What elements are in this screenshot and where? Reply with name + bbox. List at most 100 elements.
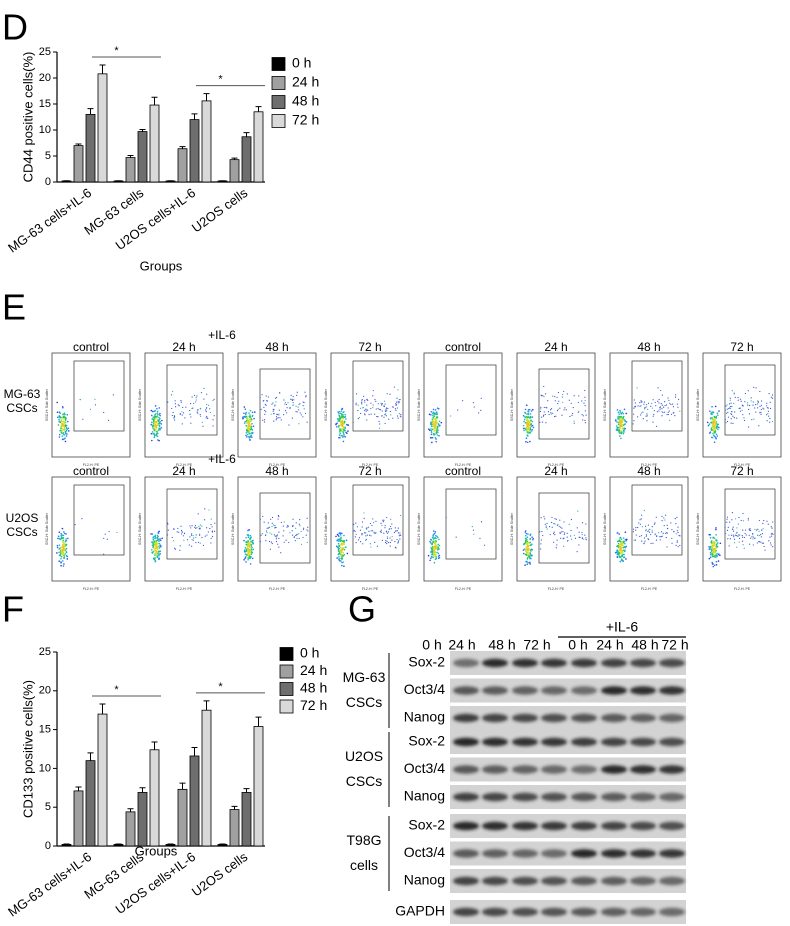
event-dot (527, 547, 529, 550)
event-dot (543, 411, 545, 413)
event-dot (436, 535, 438, 538)
event-dot (190, 534, 193, 536)
event-dot (172, 540, 174, 542)
event-dot (251, 422, 253, 425)
event-dot (435, 432, 438, 434)
event-dot (431, 536, 434, 539)
event-dot (654, 534, 656, 536)
event-dot (58, 551, 60, 554)
event-dot (199, 533, 201, 535)
event-dot (546, 522, 548, 525)
event-dot (341, 428, 344, 431)
x-axis-name: FL2-H: PE (269, 463, 286, 467)
event-dot (525, 437, 528, 439)
event-dot (339, 430, 341, 433)
treatment-label: +IL-6 (208, 452, 236, 466)
protein-band (541, 821, 567, 831)
event-dot (432, 408, 435, 411)
event-dot (710, 548, 713, 550)
event-dot (63, 417, 66, 420)
event-dot (524, 548, 527, 550)
event-dot (63, 563, 65, 565)
event-dot (710, 427, 713, 429)
event-dot (585, 414, 587, 416)
event-dot (766, 520, 768, 522)
event-dot (200, 415, 202, 417)
event-dot (717, 428, 719, 431)
event-dot (524, 564, 526, 566)
event-dot (716, 412, 719, 414)
event-dot (432, 533, 435, 536)
event-dot (287, 525, 289, 528)
event-dot (622, 537, 625, 539)
event-dot (213, 530, 216, 532)
event-dot (375, 400, 377, 402)
event-dot (566, 536, 568, 538)
event-dot (389, 545, 391, 547)
event-dot (366, 409, 369, 411)
event-dot (280, 552, 282, 554)
protein-band (630, 686, 656, 695)
event-dot (400, 413, 402, 416)
event-dot (574, 537, 577, 539)
column-label: 24 h (172, 340, 195, 354)
event-dot (363, 532, 366, 534)
x-axis-label: Groups (135, 843, 178, 858)
column-label: 72 h (358, 340, 381, 354)
event-dot (159, 414, 161, 417)
event-dot (540, 406, 542, 408)
bar (229, 159, 240, 183)
event-dot (267, 396, 269, 398)
event-dot (374, 413, 376, 415)
event-dot (527, 555, 530, 558)
event-dot (378, 427, 381, 429)
event-dot (429, 436, 432, 439)
event-dot (539, 410, 542, 413)
event-dot (269, 548, 271, 550)
event-dot (544, 523, 546, 525)
error-bar (127, 154, 134, 158)
event-dot (645, 530, 647, 532)
event-dot (633, 420, 635, 422)
event-dot (618, 435, 621, 437)
event-dot (340, 415, 343, 417)
event-dot (625, 538, 628, 541)
event-dot (200, 392, 203, 394)
event-dot (389, 537, 391, 539)
event-dot (526, 429, 528, 431)
event-dot (396, 415, 399, 417)
event-dot (355, 533, 357, 535)
event-dot (369, 522, 372, 525)
event-dot (570, 518, 573, 521)
event-dot (361, 534, 363, 536)
event-dot (557, 523, 559, 525)
event-dot (430, 410, 433, 413)
event-dot (354, 530, 356, 532)
event-dot (306, 517, 308, 519)
event-dot (736, 546, 738, 548)
event-dot (385, 530, 387, 532)
event-dot (181, 414, 183, 416)
event-dot (62, 432, 65, 434)
event-dot (250, 418, 253, 421)
event-dot (734, 411, 736, 413)
error-bar (243, 132, 250, 137)
error-bar (75, 786, 82, 791)
event-dot (524, 422, 527, 424)
event-dot (58, 436, 61, 438)
legend-swatch (271, 76, 286, 90)
event-dot (733, 393, 735, 395)
lane-label: 0 h (422, 637, 441, 653)
gate (445, 364, 497, 436)
event-dot (66, 558, 69, 560)
event-dot (674, 518, 676, 520)
event-dot (384, 525, 386, 527)
event-dot (63, 427, 66, 430)
event-dot (277, 543, 279, 545)
event-dot (251, 540, 254, 542)
event-dot (736, 535, 738, 537)
event-dot (249, 418, 252, 420)
event-dot (430, 428, 432, 430)
event-dot (641, 540, 643, 542)
